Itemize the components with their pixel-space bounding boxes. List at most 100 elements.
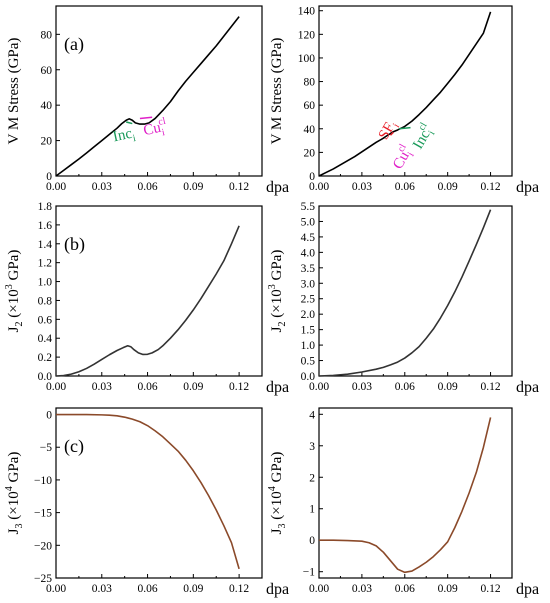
x-tick-label: 0.03	[92, 181, 112, 193]
y-axis-title-exp: 3	[4, 284, 15, 289]
x-tick-label: 0.09	[183, 583, 203, 595]
y-axis-title: J2 (×103 GPa)	[4, 250, 25, 333]
y-tick-label: 1.0	[38, 277, 53, 289]
y-tick-label: 60	[41, 65, 53, 77]
y-tick-label: −10	[34, 475, 52, 487]
y-axis-title-j: J	[269, 528, 285, 534]
y-tick-label: 1.4	[38, 239, 53, 251]
x-tick-label: 0.00	[309, 181, 329, 193]
plot-frame	[55, 407, 263, 579]
x-tick-label: 0.06	[137, 181, 157, 193]
x-tick-label: 0.03	[352, 381, 372, 393]
annotation-inc: Inci	[111, 125, 137, 148]
x-tick-label: 0.12	[480, 583, 500, 595]
y-tick-label: 0.0	[38, 371, 53, 383]
y-axis-title: V M Stress (GPa)	[269, 38, 285, 145]
panel-tag: (b)	[64, 234, 85, 255]
x-tick-label: 0.09	[438, 583, 458, 595]
series-line	[319, 417, 492, 574]
annotation-cu-text: Cu	[142, 120, 163, 139]
y-tick-label: 20	[41, 136, 53, 148]
y-axis-title-j: J	[6, 326, 22, 332]
y-axis-title-exp: 4	[4, 486, 15, 491]
annotation-sf: SFi	[376, 118, 402, 145]
y-tick-label: 0	[309, 171, 315, 183]
x-tick-label: 0.12	[480, 181, 500, 193]
y-tick-label: 4	[309, 409, 315, 421]
x-tick-label: 0.09	[183, 381, 203, 393]
annotation-cu-sup: cl	[157, 116, 167, 128]
y-tick-label: 80	[304, 77, 316, 89]
x-tick-label: 0.12	[480, 381, 500, 393]
y-tick-label: 20	[304, 147, 316, 159]
y-axis-title-unit: GPa)	[269, 250, 285, 285]
annotation-sf-text: SF	[376, 120, 398, 142]
y-tick-label: 60	[304, 100, 316, 112]
y-tick-label: 1.6	[38, 220, 53, 232]
y-axis-title-mult: (×10	[6, 491, 22, 523]
series-line	[55, 16, 240, 177]
x-axis-title: dpa	[266, 581, 289, 598]
annotation-cu-sub: i	[161, 127, 166, 138]
y-axis-title-exp: 3	[267, 284, 278, 289]
annotation-inc-text: Inc	[111, 126, 133, 146]
y-axis-title: J2 (×103 GPa)	[267, 250, 288, 333]
y-tick-label: 40	[304, 124, 316, 136]
y-axis-title-sub: 2	[277, 321, 288, 326]
y-tick-label: 0.5	[301, 356, 316, 368]
y-tick-label: 40	[41, 100, 53, 112]
chart-panel-3: 0.00 0.03 0.06 0.09 0.12 dpa 0.0 0.2 0.4 0.6 0.8 1.…	[4, 201, 289, 396]
y-axis-title-sub: 3	[14, 523, 25, 528]
y-tick-label: 1.5	[301, 325, 316, 337]
series-line	[318, 11, 492, 177]
x-tick-label: 0.06	[395, 381, 415, 393]
x-tick-label: 0.03	[352, 181, 372, 193]
annotation-cu-sup: cl	[396, 142, 409, 154]
x-tick-label: 0.00	[309, 381, 329, 393]
sf-marker	[389, 131, 394, 136]
y-tick-label: 4.0	[301, 247, 316, 259]
y-tick-label: 80	[41, 29, 53, 41]
plot-frame	[55, 205, 263, 377]
y-tick-label: 4.5	[301, 232, 316, 244]
x-tick-label: 0.09	[438, 381, 458, 393]
x-axis-title: dpa	[516, 581, 539, 598]
y-tick-label: 0.2	[38, 352, 53, 364]
y-tick-label: −20	[34, 540, 52, 552]
y-axis-title-mult: (×10	[269, 491, 285, 523]
annotation-cu-sub: i	[406, 150, 417, 158]
x-tick-label: 0.03	[92, 381, 112, 393]
annotation-cu: Cuicl	[387, 142, 418, 174]
y-tick-label: 1.2	[38, 258, 53, 270]
x-tick-label: 0.12	[229, 381, 249, 393]
plot-frame	[55, 5, 263, 177]
chart-panel-4: 0.00 0.03 0.06 0.09 0.12 dpa 0.0 0.5 1.0 1.5 2.0 2.…	[267, 201, 539, 396]
y-tick-label: 3.0	[301, 278, 316, 290]
x-tick-label: 0.06	[395, 181, 415, 193]
y-tick-label: 2.5	[301, 294, 316, 306]
cu-marker	[139, 116, 153, 120]
y-tick-label: 1	[309, 504, 315, 516]
chart-panel-1: 0.00 0.03 0.06 0.09 0.12 dpa 0 20 40 60 80 V M Stre…	[6, 5, 289, 196]
panel-tag: (a)	[64, 34, 84, 55]
x-axis-title: dpa	[516, 179, 539, 196]
y-tick-label: 120	[298, 29, 316, 41]
y-tick-label: −5	[40, 442, 52, 454]
series-line	[56, 413, 240, 570]
inc-marker	[126, 121, 133, 125]
annotation-inc-sub: i	[427, 129, 438, 137]
y-tick-label: 2	[309, 472, 315, 484]
x-tick-label: 0.00	[309, 583, 329, 595]
y-axis-title-unit: GPa)	[6, 452, 22, 487]
y-tick-label: 3	[309, 441, 315, 453]
panel-tag: (c)	[64, 436, 84, 457]
x-axis-title: dpa	[266, 379, 289, 396]
y-axis-title: J3 (×104 GPa)	[267, 452, 288, 535]
y-axis-title-sub: 2	[14, 321, 25, 326]
x-axis-title: dpa	[266, 179, 289, 196]
y-axis-title-mult: (×10	[269, 289, 285, 321]
y-axis-title-j: J	[6, 528, 22, 534]
y-tick-label: 0.8	[38, 295, 53, 307]
